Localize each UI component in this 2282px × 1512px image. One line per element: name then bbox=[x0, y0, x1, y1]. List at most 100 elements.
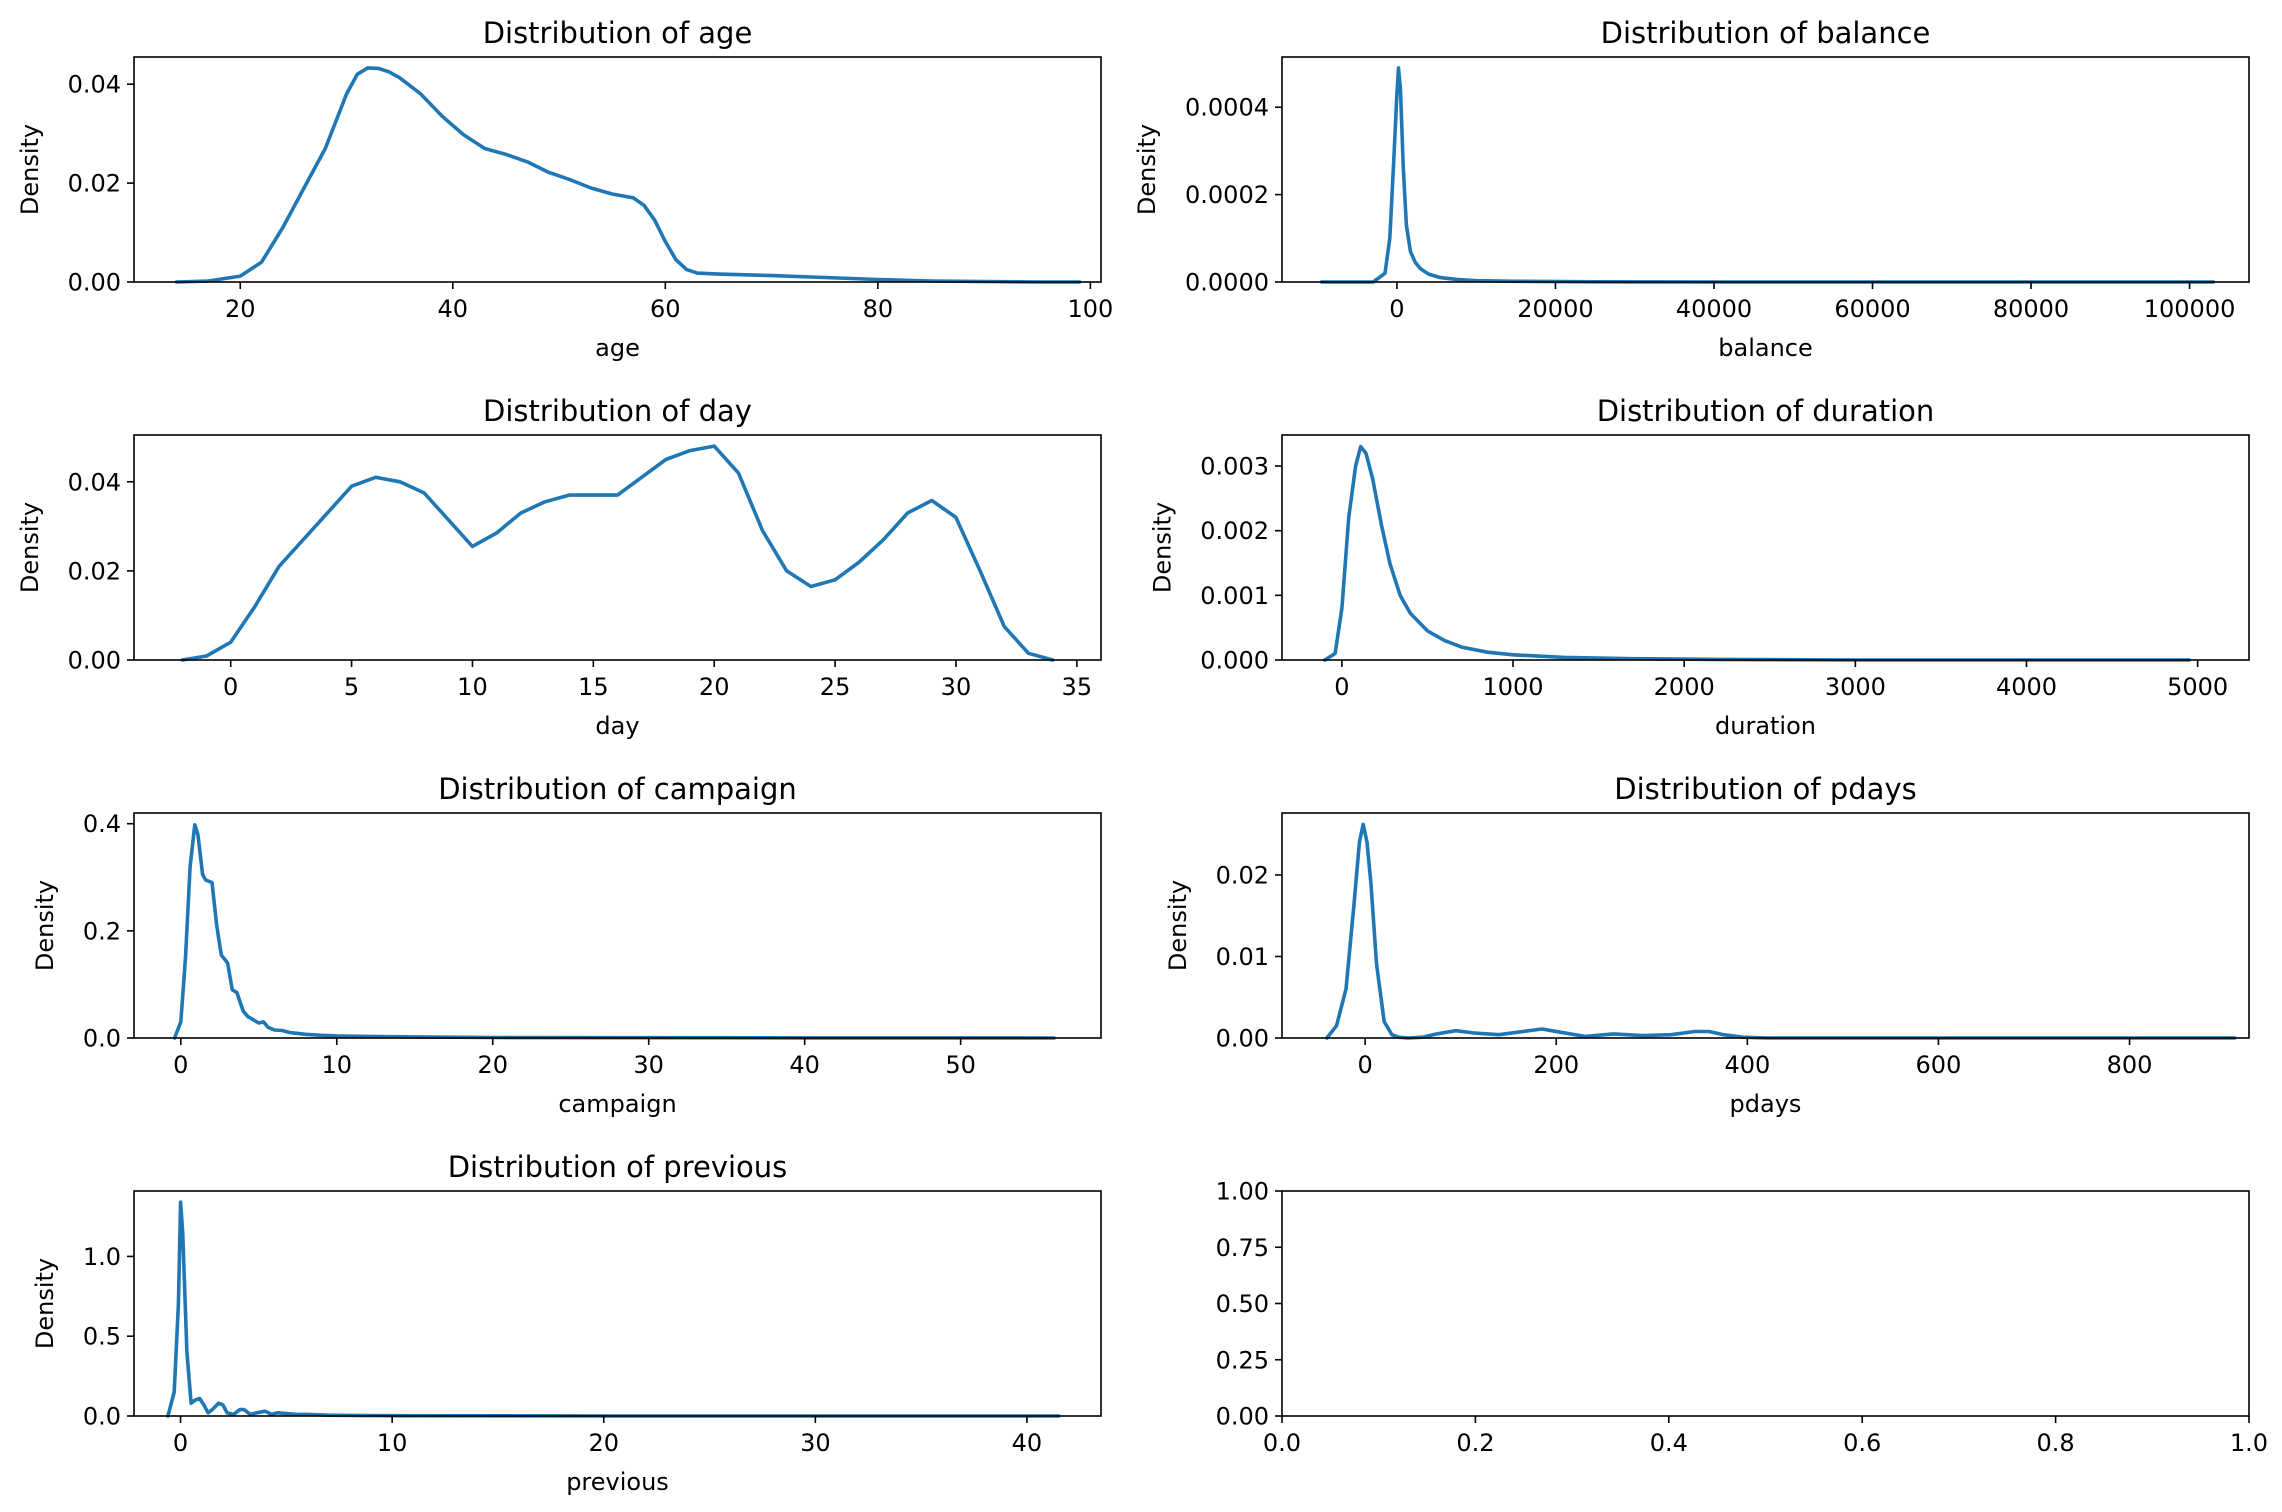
chart-title: Distribution of balance bbox=[1601, 16, 1931, 50]
subplot-3: Distribution of day 0 5 10 15 20 25 30 35 0.00 0.0… bbox=[16, 394, 1102, 740]
y-tick-label: 0.00 bbox=[68, 269, 121, 297]
y-tick-label: 0.4 bbox=[83, 810, 121, 838]
x-tick-label: 20 bbox=[699, 673, 730, 701]
x-tick-label: 60000 bbox=[1834, 295, 1910, 323]
y-tick-label: 0.002 bbox=[1200, 517, 1269, 545]
x-tick-label: 0 bbox=[1334, 673, 1349, 701]
x-tick-label: 10 bbox=[321, 1051, 352, 1079]
x-axis-label: previous bbox=[566, 1468, 669, 1496]
chart-title: Distribution of duration bbox=[1597, 394, 1935, 428]
subplot-1: Distribution of age 20 40 60 80 100 0.00 0.02 0.… bbox=[16, 16, 1113, 362]
x-tick-label: 0.8 bbox=[2037, 1429, 2075, 1457]
x-tick-label: 50 bbox=[945, 1051, 976, 1079]
x-tick-label: 1000 bbox=[1483, 673, 1544, 701]
x-tick-label: 1.0 bbox=[2230, 1429, 2268, 1457]
x-tick-label: 400 bbox=[1724, 1051, 1770, 1079]
subplot-6: Distribution of pdays 0 200 400 600 800 0.00 0.… bbox=[1164, 772, 2250, 1118]
x-tick-label: 20 bbox=[225, 295, 256, 323]
x-tick-label: 40000 bbox=[1676, 295, 1752, 323]
x-tick-label: 30 bbox=[800, 1429, 831, 1457]
x-tick-label: 0 bbox=[1389, 295, 1404, 323]
y-tick-label: 0.0 bbox=[83, 1403, 121, 1431]
y-tick-label: 0.02 bbox=[68, 557, 121, 585]
y-axis-label: Density bbox=[16, 502, 44, 593]
x-tick-label: 5 bbox=[344, 673, 359, 701]
x-tick-label: 0 bbox=[223, 673, 238, 701]
subplot-4: Distribution of duration 0 1000 2000 3000 400… bbox=[1149, 394, 2250, 740]
axes-frame bbox=[1281, 812, 2250, 1039]
subplot-2: Distribution of balance 0 20000 40000 60000 8… bbox=[1133, 16, 2250, 362]
density-line bbox=[166, 1200, 1061, 1418]
x-tick-label: 0 bbox=[173, 1051, 188, 1079]
axes-frame bbox=[133, 56, 1102, 283]
x-axis-label: day bbox=[595, 712, 639, 740]
y-axis-label: Density bbox=[31, 1258, 59, 1349]
axes-frame bbox=[133, 812, 1102, 1039]
chart-title: Distribution of previous bbox=[448, 1150, 788, 1184]
y-tick-label: 0.01 bbox=[1216, 943, 1269, 971]
density-line bbox=[174, 66, 1082, 284]
x-tick-label: 80 bbox=[863, 295, 894, 323]
density-line bbox=[180, 444, 1055, 662]
x-tick-label: 800 bbox=[2107, 1051, 2153, 1079]
x-tick-label: 5000 bbox=[2167, 673, 2228, 701]
x-tick-label: 3000 bbox=[1825, 673, 1886, 701]
x-axis-label: duration bbox=[1715, 712, 1816, 740]
x-tick-label: 60 bbox=[650, 295, 681, 323]
y-tick-label: 0.00 bbox=[1216, 1025, 1269, 1053]
x-tick-label: 0.2 bbox=[1456, 1429, 1494, 1457]
axes-frame bbox=[133, 1190, 1102, 1417]
x-tick-label: 20000 bbox=[1517, 295, 1593, 323]
density-line bbox=[172, 822, 1056, 1040]
axes-frame bbox=[133, 434, 1102, 661]
density-line bbox=[1325, 822, 2237, 1040]
y-tick-label: 0.50 bbox=[1216, 1290, 1269, 1318]
x-tick-label: 0.0 bbox=[1263, 1429, 1301, 1457]
x-tick-label: 25 bbox=[820, 673, 851, 701]
x-tick-label: 100000 bbox=[2144, 295, 2236, 323]
x-tick-label: 20 bbox=[588, 1429, 619, 1457]
x-tick-label: 4000 bbox=[1996, 673, 2057, 701]
x-tick-label: 10 bbox=[457, 673, 488, 701]
x-tick-label: 40 bbox=[1012, 1429, 1043, 1457]
x-tick-label: 40 bbox=[438, 295, 469, 323]
axes-frame bbox=[1281, 434, 2250, 661]
x-tick-label: 15 bbox=[578, 673, 609, 701]
x-axis-label: pdays bbox=[1730, 1090, 1802, 1118]
y-tick-label: 0.75 bbox=[1216, 1234, 1269, 1262]
y-tick-label: 0.04 bbox=[68, 71, 121, 99]
subplot-8: 0.0 0.2 0.4 0.6 0.8 1.0 0.00 0.25 0.50 0.75 1.00 bbox=[1216, 1178, 2269, 1458]
x-tick-label: 0.4 bbox=[1650, 1429, 1688, 1457]
y-tick-label: 0.003 bbox=[1200, 453, 1269, 481]
x-tick-label: 600 bbox=[1916, 1051, 1962, 1079]
chart-title: Distribution of day bbox=[483, 394, 752, 428]
x-axis-label: campaign bbox=[558, 1090, 676, 1118]
y-tick-label: 0.25 bbox=[1216, 1346, 1269, 1374]
x-tick-label: 40 bbox=[789, 1051, 820, 1079]
y-axis-label: Density bbox=[31, 880, 59, 971]
x-tick-label: 80000 bbox=[1993, 295, 2069, 323]
x-tick-label: 0 bbox=[173, 1429, 188, 1457]
x-tick-label: 30 bbox=[941, 673, 972, 701]
y-axis-label: Density bbox=[1149, 502, 1177, 593]
density-line bbox=[1319, 66, 2216, 284]
y-tick-label: 1.0 bbox=[83, 1243, 121, 1271]
y-tick-label: 0.02 bbox=[68, 170, 121, 198]
x-tick-label: 100 bbox=[1067, 295, 1113, 323]
y-tick-label: 0.0 bbox=[83, 1025, 121, 1053]
chart-title: Distribution of age bbox=[483, 16, 753, 50]
y-tick-label: 1.00 bbox=[1216, 1178, 1269, 1206]
density-line bbox=[1323, 444, 2191, 662]
x-tick-label: 35 bbox=[1062, 673, 1093, 701]
y-tick-label: 0.0000 bbox=[1185, 269, 1269, 297]
x-tick-label: 200 bbox=[1533, 1051, 1579, 1079]
x-tick-label: 10 bbox=[377, 1429, 408, 1457]
subplot-7: Distribution of previous 0 10 20 30 40 0.0 0.5 1… bbox=[31, 1150, 1102, 1496]
y-tick-label: 0.02 bbox=[1216, 861, 1269, 889]
chart-title: Distribution of pdays bbox=[1614, 772, 1916, 806]
y-tick-label: 0.00 bbox=[1216, 1403, 1269, 1431]
x-tick-label: 0.6 bbox=[1843, 1429, 1881, 1457]
x-tick-label: 30 bbox=[633, 1051, 664, 1079]
x-tick-label: 20 bbox=[477, 1051, 508, 1079]
